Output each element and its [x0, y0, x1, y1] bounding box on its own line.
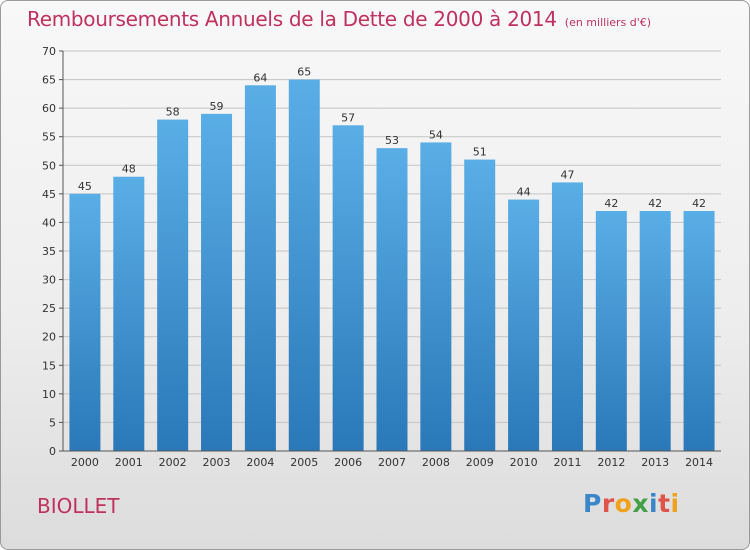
- bar-2010: [508, 199, 540, 451]
- commune-name: BIOLLET: [37, 494, 120, 518]
- y-tick-label: 60: [42, 102, 56, 115]
- data-label-2000: 45: [78, 180, 92, 193]
- chart-title-text: Remboursements Annuels de la Dette de 20…: [27, 7, 557, 31]
- logo-letter: P: [583, 489, 602, 518]
- y-tick-label: 0: [49, 445, 56, 458]
- x-axis: 2000 2001 2002 2003 2004 2005 2006 2007 2008 2009…: [63, 450, 721, 469]
- x-tick-label-2007: 2007: [378, 456, 406, 469]
- bar-2001: [113, 176, 145, 451]
- y-axis: 0 5 10 15 20 25 30 35 40 45 50 55 60 65 70: [42, 45, 64, 458]
- y-tick-label: 15: [42, 359, 56, 372]
- data-label-2001: 48: [122, 163, 136, 176]
- x-tick-label-2008: 2008: [422, 456, 450, 469]
- y-tick-label: 55: [42, 131, 56, 144]
- logo-letter: t: [658, 489, 671, 518]
- data-label-2011: 47: [560, 168, 574, 181]
- x-tick-label-2010: 2010: [510, 456, 538, 469]
- x-tick-label-2014: 2014: [685, 456, 713, 469]
- data-label-2004: 64: [253, 71, 267, 84]
- bar-2006: [332, 125, 364, 452]
- x-tick-label-2005: 2005: [290, 456, 318, 469]
- logo-letter: i: [670, 489, 680, 518]
- bar-2002: [157, 119, 189, 452]
- data-label-2010: 44: [517, 186, 531, 199]
- y-tick-label: 70: [42, 45, 56, 58]
- x-tick-label-2004: 2004: [246, 456, 274, 469]
- chart-unit: (en milliers d'€): [564, 16, 652, 29]
- y-tick-label: 10: [42, 388, 56, 401]
- data-label-2013: 42: [648, 197, 662, 210]
- bar-2007: [376, 148, 408, 451]
- data-label-2008: 54: [429, 128, 443, 141]
- bars: [69, 79, 715, 452]
- x-tick-label-2012: 2012: [597, 456, 625, 469]
- data-label-2003: 59: [210, 100, 224, 113]
- data-label-2006: 57: [341, 111, 355, 124]
- x-tick-label-2001: 2001: [115, 456, 143, 469]
- y-tick-label: 50: [42, 159, 56, 172]
- bar-2012: [595, 211, 627, 451]
- x-tick-label-2000: 2000: [71, 456, 99, 469]
- data-label-2012: 42: [604, 197, 618, 210]
- y-tick-label: 65: [42, 74, 56, 87]
- y-tick-label: 35: [42, 245, 56, 258]
- data-labels: 45 48 58 59 64 65 57 53 54 51 44 47 42 42 42: [78, 66, 706, 210]
- x-tick-label-2002: 2002: [159, 456, 187, 469]
- y-tick-label: 45: [42, 188, 56, 201]
- x-tick-label-2009: 2009: [466, 456, 494, 469]
- x-tick-label-2006: 2006: [334, 456, 362, 469]
- bar-2008: [420, 142, 452, 451]
- bar-2009: [464, 159, 496, 452]
- y-tick-label: 40: [42, 216, 56, 229]
- bar-2005: [288, 79, 320, 452]
- x-tick-label-2013: 2013: [641, 456, 669, 469]
- y-tick-label: 20: [42, 331, 56, 344]
- proxiti-logo: Proxiti: [583, 489, 680, 518]
- data-label-2005: 65: [297, 66, 311, 79]
- logo-letter: x: [632, 489, 649, 518]
- data-label-2009: 51: [473, 146, 487, 159]
- logo-letter: o: [614, 489, 633, 518]
- y-tick-label: 30: [42, 274, 56, 287]
- y-tick-label: 25: [42, 302, 56, 315]
- bar-2013: [639, 211, 671, 451]
- logo-letter: r: [601, 489, 615, 518]
- chart-title: Remboursements Annuels de la Dette de 20…: [27, 7, 651, 31]
- x-tick-label-2011: 2011: [553, 456, 581, 469]
- bar-2003: [201, 113, 233, 451]
- bar-2011: [551, 182, 583, 451]
- y-tick-label: 5: [49, 416, 56, 429]
- bar-2014: [683, 211, 715, 451]
- data-label-2002: 58: [166, 106, 180, 119]
- data-label-2007: 53: [385, 134, 399, 147]
- data-label-2014: 42: [692, 197, 706, 210]
- bar-2004: [244, 85, 276, 452]
- bar-2000: [69, 193, 101, 451]
- x-tick-label-2003: 2003: [203, 456, 231, 469]
- logo-letter: i: [649, 489, 659, 518]
